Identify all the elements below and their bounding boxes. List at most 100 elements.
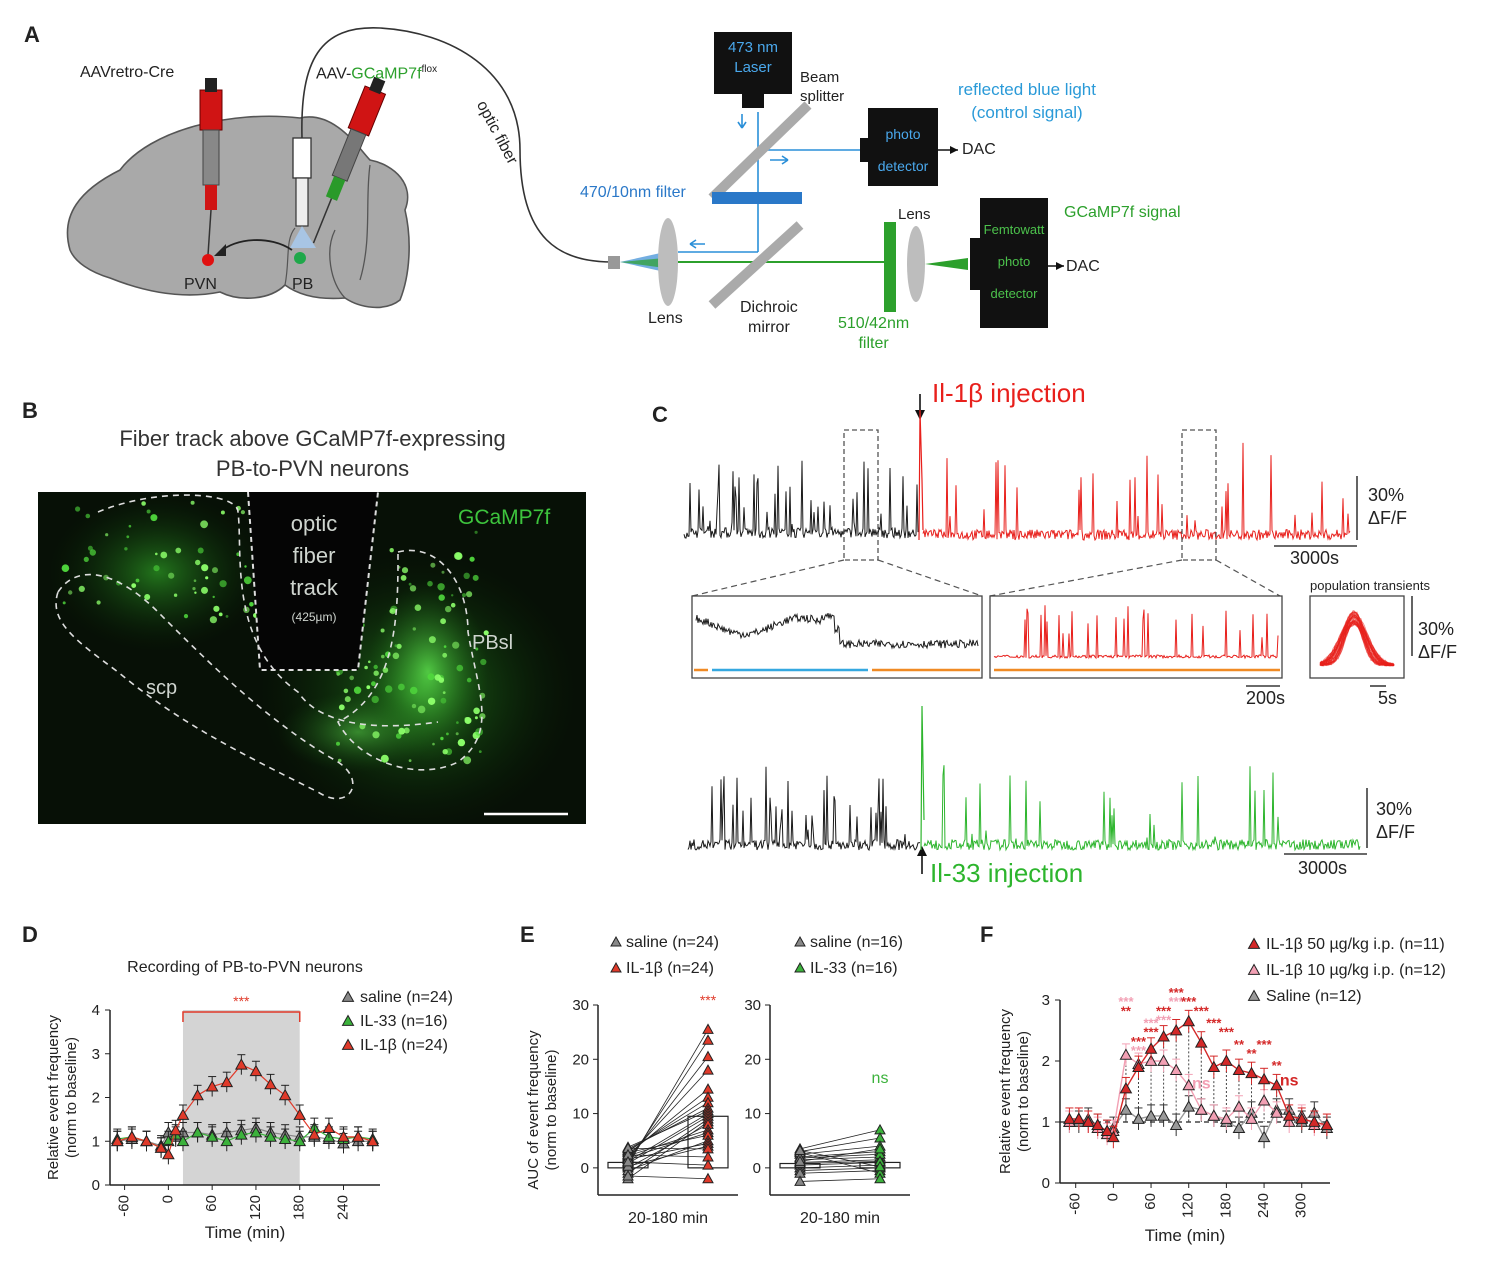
- gcamp-cell: [168, 572, 175, 579]
- data-point: [351, 1130, 365, 1142]
- legend-marker: [610, 961, 622, 973]
- label-lens-top: Lens: [898, 206, 931, 223]
- gcamp-cell: [212, 567, 218, 574]
- gcamp-cell: [463, 756, 472, 765]
- x-tick-label: -60: [1067, 1193, 1084, 1215]
- pair-line: [627, 1161, 709, 1166]
- legend-marker: [794, 961, 806, 973]
- sig-annotation: ***: [1169, 994, 1185, 1009]
- gcamp-cell: [411, 703, 417, 709]
- data-point: [1270, 1078, 1283, 1091]
- gcamp-cell: [353, 686, 362, 694]
- gcamp-cell: [368, 660, 371, 664]
- scale-pop-amp: 30% ΔF/F: [1418, 619, 1458, 662]
- data-point: [1144, 1109, 1158, 1121]
- label-population-transients: population transients: [1310, 578, 1430, 593]
- data-point: [1169, 1118, 1183, 1130]
- pair-line: [799, 1178, 881, 1182]
- panel-label-a: A: [24, 22, 40, 47]
- data-point: [1182, 1078, 1196, 1091]
- sig-annotation: ***: [1156, 1003, 1172, 1018]
- legend-label: IL-33 (n=16): [360, 1013, 448, 1030]
- gcamp-cell: [440, 618, 446, 625]
- label-photodetector: photo detector: [877, 126, 929, 174]
- label-femtowatt: Femtowatt photo detector: [983, 222, 1045, 301]
- data-point: [1182, 1014, 1196, 1027]
- fiber-connector: [608, 256, 620, 269]
- data-point: [169, 1123, 183, 1136]
- label-dac-1: DAC: [962, 141, 996, 158]
- gcamp-cell: [220, 510, 225, 515]
- label-beam-splitter: Beam splitter: [800, 69, 845, 105]
- gcamp-cell: [83, 556, 89, 562]
- gcamp-cell: [103, 574, 109, 581]
- label-aavretro: AAVretro-Cre: [80, 64, 175, 81]
- data-point: [1157, 1030, 1170, 1042]
- gcamp-cell: [192, 587, 196, 591]
- inset-black-path: [695, 612, 979, 650]
- y-tick-label: 10: [744, 1106, 761, 1123]
- label-pb: PB: [292, 276, 314, 293]
- gcamp-cell: [409, 686, 418, 695]
- point-treatment: [874, 1160, 886, 1172]
- y-tick-label: 20: [572, 1051, 589, 1068]
- data-point: [1295, 1112, 1309, 1124]
- data-point: [1081, 1115, 1095, 1127]
- laser-box: [714, 32, 792, 94]
- gcamp-cell: [441, 570, 445, 574]
- legend-label: IL-1β (n=24): [626, 960, 714, 977]
- x-tick-label: 180: [1217, 1193, 1234, 1218]
- gcamp-cell: [62, 601, 66, 605]
- gcamp-cell: [451, 594, 454, 597]
- pair-line: [799, 1170, 881, 1174]
- scale-top-time: 3000s: [1290, 548, 1340, 568]
- data-point: [1307, 1115, 1321, 1127]
- pair-line: [799, 1153, 881, 1159]
- gcamp-cell: [373, 670, 379, 676]
- gcamp-cell: [445, 605, 452, 613]
- gcamp-cell: [126, 535, 130, 539]
- label-pbsl: PBsl: [472, 632, 514, 654]
- data-point: [220, 1075, 234, 1088]
- pvn-dot: [202, 254, 214, 266]
- gcamp-cell: [183, 614, 189, 619]
- point-treatment: [874, 1172, 886, 1184]
- data-point: [1207, 1060, 1221, 1072]
- gcamp-cell: [474, 716, 478, 720]
- optic-fiber-cable: [301, 27, 613, 263]
- data-point: [1063, 1112, 1076, 1124]
- y-tick-label: 4: [92, 1002, 100, 1019]
- y-axis-label: Relative event frequency: [997, 1008, 1014, 1174]
- legend-marker: [341, 1014, 355, 1026]
- sig-annotation: ***: [1194, 1003, 1210, 1018]
- data-point: [249, 1125, 263, 1138]
- legend-label: saline (n=24): [360, 989, 453, 1006]
- gcamp-cell: [403, 727, 410, 734]
- region-pbsl: [336, 549, 483, 771]
- pair-line: [627, 1102, 709, 1151]
- gcamp-cell: [105, 533, 109, 537]
- gcamp-cell: [466, 717, 470, 721]
- gcamp-cell: [389, 548, 394, 553]
- data-point: [337, 1130, 350, 1142]
- sig-annotation: **: [1234, 1037, 1245, 1052]
- sig-annotation: **: [1246, 1046, 1257, 1061]
- label-gcamp-signal: GCaMP7f signal: [1064, 204, 1181, 221]
- data-point: [1232, 1100, 1246, 1112]
- gcamp-cell: [434, 674, 441, 681]
- gcamp-cell: [381, 654, 385, 659]
- gcamp-cell: [209, 616, 217, 624]
- gcamp-cell: [473, 707, 480, 715]
- gcamp-cell: [412, 627, 416, 631]
- gcamp-cell: [372, 731, 380, 739]
- pair-line: [799, 1159, 881, 1163]
- gcamp-cell: [385, 685, 393, 693]
- gcamp-cell: [195, 559, 201, 566]
- data-point: [264, 1130, 277, 1142]
- gcamp-cell: [455, 732, 459, 736]
- x-tick-label: 240: [1255, 1193, 1272, 1218]
- region-scp: [55, 573, 354, 800]
- scale-pop-time: 5s: [1378, 688, 1398, 708]
- legend-marker: [1247, 963, 1261, 975]
- gcamp-cell: [469, 556, 475, 562]
